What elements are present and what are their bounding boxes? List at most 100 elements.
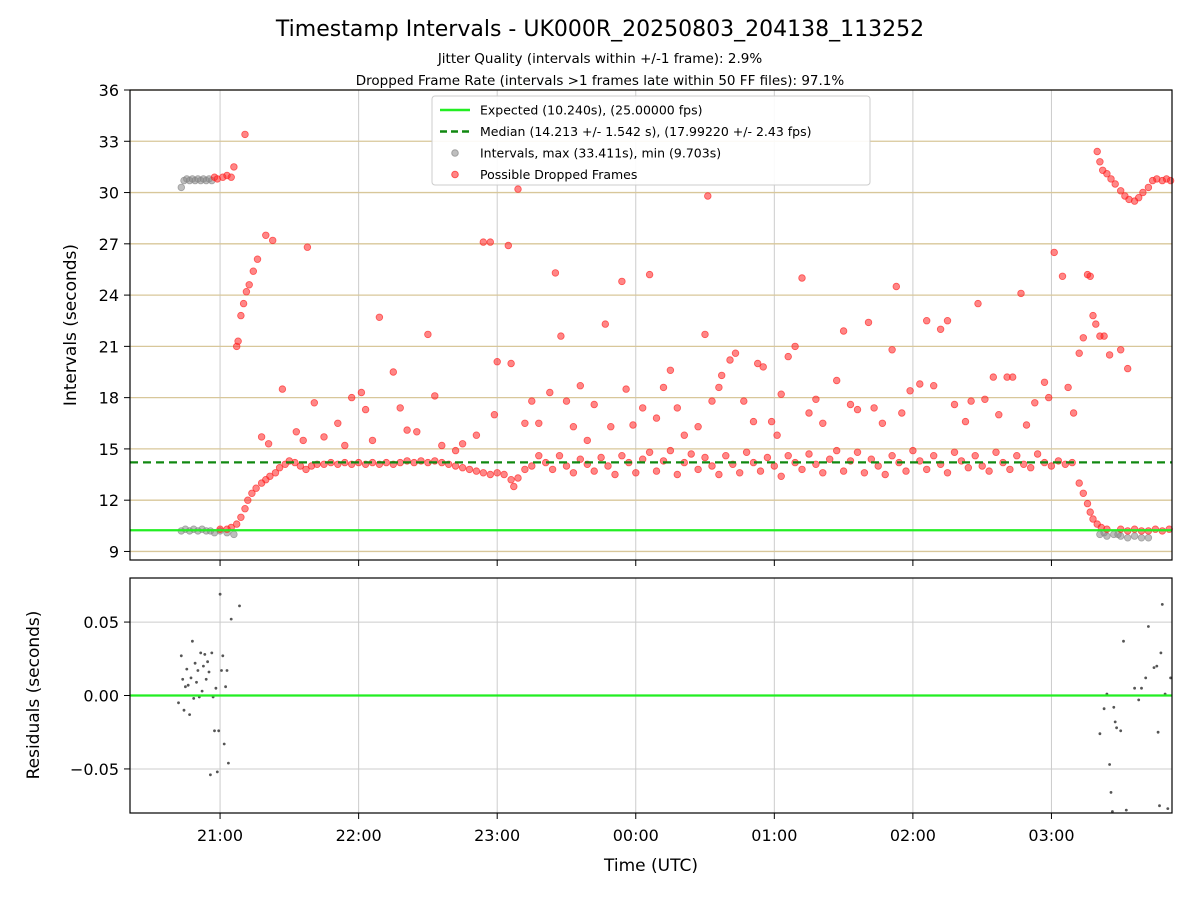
- data-point: [604, 462, 612, 470]
- data-point: [1100, 332, 1108, 340]
- data-point: [486, 470, 494, 479]
- data-point: [906, 387, 914, 395]
- data-point: [253, 255, 262, 263]
- data-point: [652, 467, 661, 475]
- data-point: [1123, 364, 1132, 373]
- data-point: [528, 397, 536, 405]
- data-point: [1130, 532, 1139, 540]
- data-point: [535, 452, 543, 460]
- data-point: [874, 462, 882, 470]
- data-point: [704, 192, 712, 200]
- data-point: [424, 330, 432, 339]
- data-point: [1105, 351, 1114, 359]
- data-point: [736, 469, 744, 477]
- data-point: [826, 455, 834, 463]
- residual-point: [1113, 720, 1117, 724]
- data-point: [396, 404, 404, 412]
- top-ytick-label: 18: [99, 389, 119, 408]
- data-point: [597, 453, 605, 462]
- data-point: [726, 356, 734, 364]
- residual-point: [1137, 698, 1141, 702]
- residual-point: [1158, 804, 1161, 808]
- data-point: [767, 417, 776, 426]
- data-point: [230, 530, 238, 539]
- residual-point: [225, 669, 229, 672]
- data-point: [1013, 452, 1021, 460]
- residual-point: [184, 685, 187, 689]
- data-point: [1134, 193, 1143, 202]
- data-point: [269, 236, 277, 245]
- data-point: [1026, 464, 1035, 472]
- data-point: [749, 417, 758, 426]
- data-point: [833, 376, 841, 385]
- residual-point: [220, 669, 223, 672]
- data-point: [853, 405, 862, 414]
- data-point: [348, 393, 356, 402]
- data-point: [923, 465, 931, 474]
- residual-point: [1108, 763, 1111, 766]
- legend-entry-label: Intervals, max (33.411s), min (9.703s): [480, 146, 721, 161]
- data-point: [275, 464, 284, 472]
- top-ytick-label: 30: [99, 184, 119, 203]
- data-point: [881, 470, 889, 479]
- top-ylabel: Intervals (seconds): [61, 244, 81, 406]
- data-point: [666, 446, 675, 455]
- chart-subtitle-jitter: Jitter Quality (intervals within +/-1 fr…: [437, 51, 763, 67]
- legend-entry-label: Expected (10.240s), (25.00000 fps): [480, 103, 702, 118]
- data-point: [557, 332, 565, 340]
- data-point: [759, 363, 767, 371]
- data-point: [569, 469, 578, 477]
- data-point: [576, 382, 584, 390]
- residual-point: [1147, 625, 1150, 628]
- data-point: [1079, 489, 1087, 497]
- data-point: [458, 464, 467, 472]
- residual-point: [202, 664, 205, 668]
- data-point: [1144, 183, 1153, 192]
- data-point: [888, 452, 896, 460]
- residual-point: [188, 713, 192, 716]
- data-point: [375, 313, 384, 321]
- data-point: [981, 395, 989, 403]
- residual-point: [224, 685, 228, 689]
- data-point: [715, 383, 723, 392]
- data-point: [652, 414, 661, 422]
- legend: Expected (10.240s), (25.00000 fps) Median…: [431, 95, 871, 186]
- data-point: [521, 419, 529, 427]
- data-point: [805, 450, 813, 458]
- data-point: [431, 392, 439, 400]
- data-point: [341, 441, 349, 450]
- chart-subtitle-dropped: Dropped Frame Rate (intervals >1 frames …: [356, 73, 845, 89]
- data-point: [239, 299, 248, 308]
- data-point: [1092, 320, 1100, 328]
- data-point: [1144, 534, 1153, 542]
- top-ytick-label: 15: [99, 440, 119, 459]
- data-point: [1086, 508, 1094, 516]
- legend-swatch-marker: [451, 170, 459, 179]
- data-point: [514, 474, 522, 482]
- residual-point: [1102, 707, 1106, 711]
- data-point: [950, 448, 959, 456]
- residual-point: [222, 742, 226, 746]
- data-point: [930, 382, 938, 390]
- residual-point: [213, 729, 216, 733]
- residual-point: [1112, 705, 1116, 709]
- data-point: [493, 469, 501, 477]
- data-point: [639, 404, 647, 412]
- residual-point: [1109, 791, 1113, 794]
- data-point: [992, 448, 1000, 456]
- data-point: [479, 238, 487, 246]
- data-point: [923, 317, 931, 325]
- residual-point: [221, 654, 225, 658]
- data-point: [833, 446, 841, 455]
- chart-title: Timestamp Intervals - UK000R_20250803_20…: [275, 17, 924, 42]
- data-point: [701, 330, 709, 339]
- data-point: [967, 397, 975, 405]
- data-point: [898, 409, 906, 417]
- data-point: [1050, 248, 1058, 257]
- data-point: [989, 373, 997, 381]
- data-point: [791, 342, 799, 351]
- series-residuals: [177, 592, 1172, 813]
- data-point: [264, 440, 273, 448]
- data-point: [740, 397, 748, 405]
